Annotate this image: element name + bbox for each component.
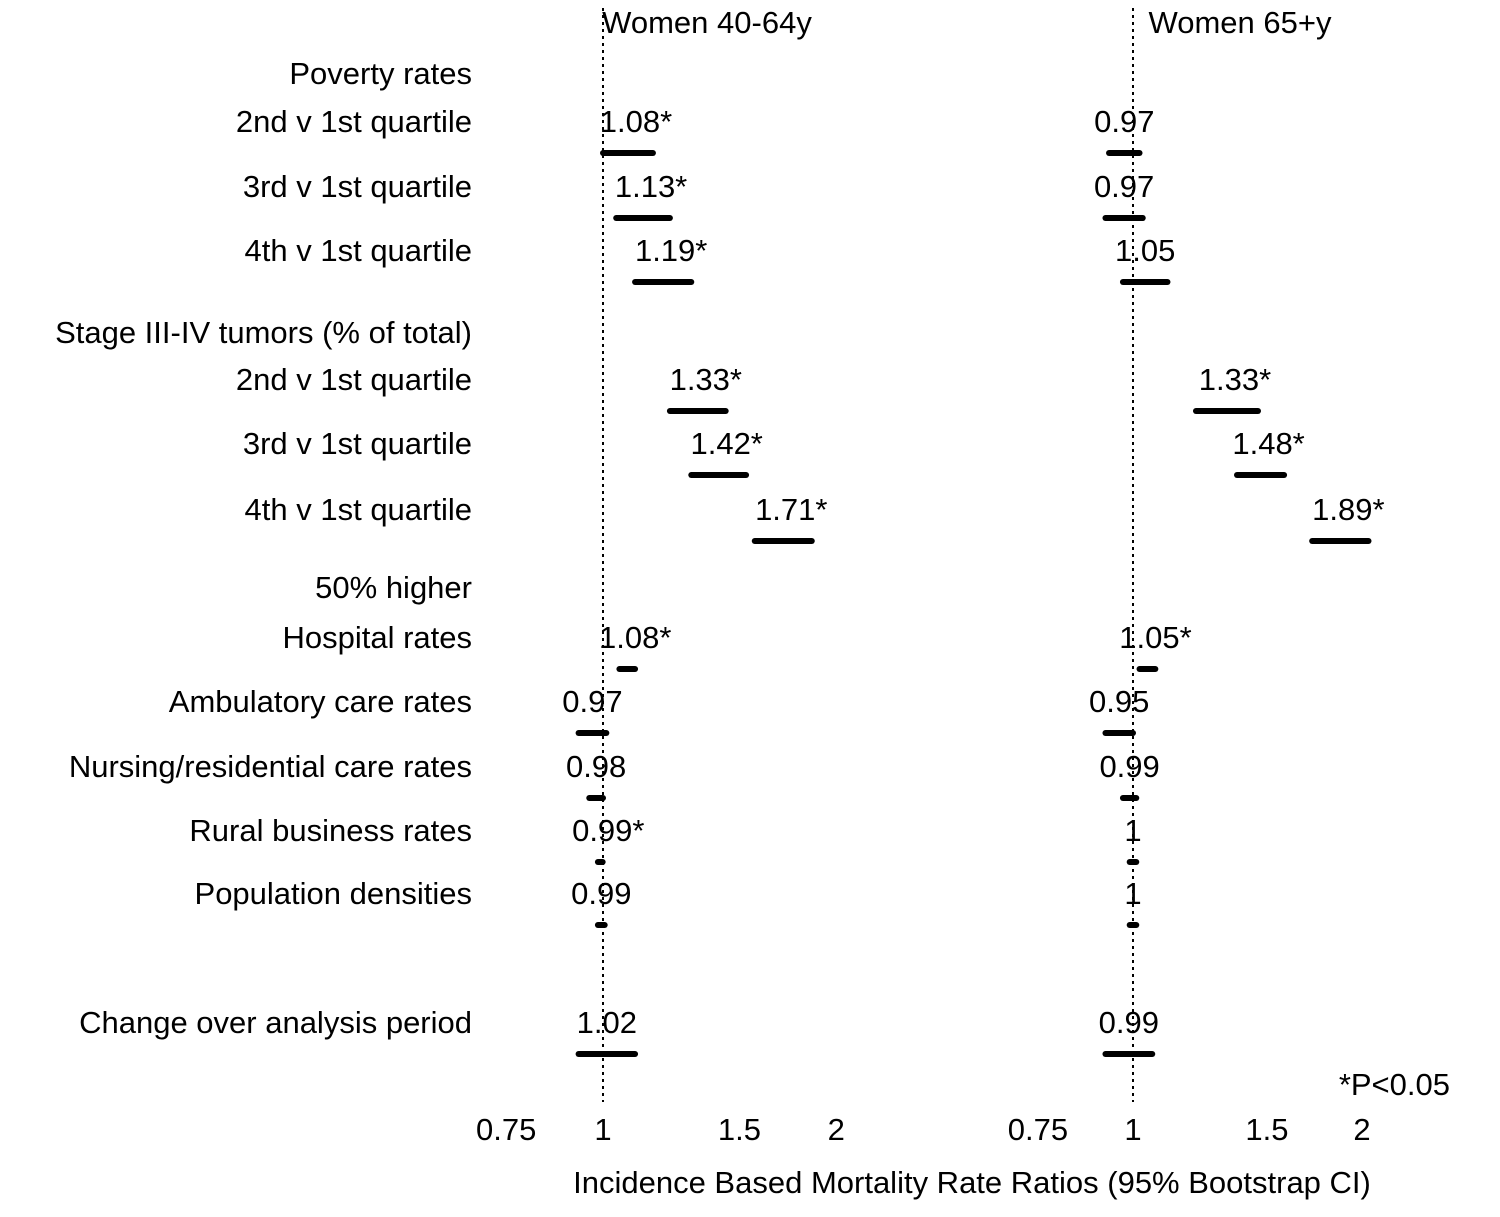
estimate-label: 1.19* [635,233,707,268]
estimate-label: 1.33* [670,362,742,397]
estimate-label: 1.48* [1232,426,1304,461]
x-axis: 0.75 1 1.5 2 0.75 1 1.5 2 [476,1112,1371,1147]
x-tick-label: 2 [828,1112,845,1147]
x-tick-label: 0.75 [1008,1112,1068,1147]
estimate-label: 0.99* [572,813,644,848]
estimate-label: 1.05* [1119,620,1191,655]
group-header: 50% higher [315,570,472,605]
footnote: *P<0.05 [1339,1067,1450,1102]
x-tick-label: 1.5 [718,1112,761,1147]
row-label: Nursing/residential care rates [69,749,472,784]
row-label: Rural business rates [189,813,472,848]
row-label: 3rd v 1st quartile [243,426,472,461]
estimate-label: 0.99 [1099,1005,1159,1040]
group-header: Poverty rates [289,56,472,91]
reference-lines [602,8,1134,1102]
estimate-label: 0.99 [571,876,631,911]
estimate-label: 0.95 [1089,684,1149,719]
estimate-label: 1.02 [577,1005,637,1040]
row-labels: Poverty rates 2nd v 1st quartile 3rd v 1st… [55,56,472,1040]
estimate-label: 1.89* [1312,492,1384,527]
row-label: 4th v 1st quartile [245,492,472,527]
x-tick-label: 0.75 [476,1112,536,1147]
row-label: 2nd v 1st quartile [236,362,472,397]
group-header: Stage III-IV tumors (% of total) [55,315,472,350]
estimate-label: 1.33* [1199,362,1271,397]
estimate-label: 0.98 [566,749,626,784]
row-label: 2nd v 1st quartile [236,104,472,139]
estimate-label: 1.08* [599,620,671,655]
row-label: 3rd v 1st quartile [243,169,472,204]
x-tick-label: 1 [1124,1112,1141,1147]
estimate-label: 0.99 [1099,749,1159,784]
row-label: Ambulatory care rates [169,684,472,719]
row-label: 4th v 1st quartile [245,233,472,268]
x-tick-label: 2 [1353,1112,1370,1147]
row-label: Hospital rates [282,620,472,655]
row-label: Change over analysis period [79,1005,472,1040]
panel-title: Women 65+y [1149,5,1332,40]
x-tick-label: 1 [594,1112,611,1147]
estimate-label: 1 [1124,813,1141,848]
panel-title: Women 40-64y [602,5,812,40]
x-tick-label: 1.5 [1245,1112,1288,1147]
estimate-label: 1.05 [1115,233,1175,268]
estimate-label: 1.42* [690,426,762,461]
estimate-label: 1.13* [615,169,687,204]
estimate-label: 1 [1124,876,1141,911]
panel-titles: Women 40-64y Women 65+y [602,5,1332,40]
estimate-label: 0.97 [1094,104,1154,139]
x-axis-label: Incidence Based Mortality Rate Ratios (9… [573,1165,1371,1200]
estimate-label: 0.97 [562,684,622,719]
estimate-marks: 1.08* 0.97 1.13* 0.97 1.19* 1.05 1.33* 1.33* 1.4… [562,104,1385,1057]
estimate-label: 1.08* [600,104,672,139]
estimate-label: 1.71* [755,492,827,527]
row-label: Population densities [195,876,472,911]
estimate-label: 0.97 [1094,169,1154,204]
